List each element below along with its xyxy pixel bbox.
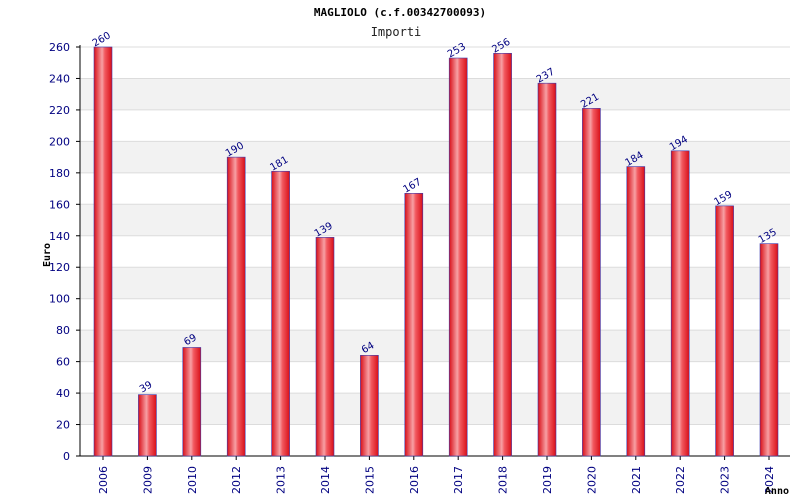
y-tick-label: 40 — [56, 387, 70, 400]
value-label-2010: 69 — [182, 332, 199, 348]
y-tick-label: 100 — [49, 293, 70, 306]
x-tick-label-2019: 2019 — [541, 466, 554, 494]
bar-2022 — [670, 150, 690, 457]
y-tick-label: 220 — [49, 104, 70, 117]
y-tick-label: 200 — [49, 135, 70, 148]
chart-subtitle: Importi — [370, 25, 422, 39]
y-tick-label: 160 — [49, 198, 70, 211]
y-tick-label: 260 — [49, 41, 70, 54]
y-ticks: 0 20 40 60 80 100 120 140 160 180 200 220 240 260 — [49, 41, 70, 463]
x-tick-label-2021: 2021 — [630, 466, 643, 494]
x-axis-label: Anno — [765, 486, 789, 497]
y-tick-label: 80 — [56, 324, 70, 337]
bar-2016 — [404, 192, 424, 457]
y-tick-label: 240 — [49, 72, 70, 85]
y-tick-label: 180 — [49, 167, 70, 180]
bar-2006 — [93, 46, 113, 457]
bar-2024 — [759, 243, 779, 457]
x-tick-label-2012: 2012 — [230, 466, 243, 494]
bar-2013 — [271, 170, 290, 457]
y-axis-label: Euro — [42, 243, 53, 267]
x-tick-label-2010: 2010 — [186, 466, 199, 494]
value-label-2018: 256 — [490, 37, 512, 56]
y-tick-label: 20 — [56, 419, 70, 432]
x-tick-label-2015: 2015 — [363, 466, 376, 494]
x-tick-label-2022: 2022 — [674, 466, 687, 494]
bar-2009 — [138, 394, 157, 457]
y-tick-label: 140 — [49, 230, 70, 243]
bar-2021 — [626, 166, 646, 457]
x-tick-label-2013: 2013 — [275, 466, 288, 494]
bar-2010 — [182, 347, 202, 457]
bar-2023 — [715, 205, 734, 457]
y-tick-label: 0 — [63, 450, 70, 463]
x-tick-label-2020: 2020 — [585, 466, 598, 494]
bar-2018 — [493, 52, 512, 457]
chart-title: MAGLIOLO (c.f.00342700093) — [313, 6, 487, 19]
x-tick-label-2023: 2023 — [719, 466, 732, 494]
x-tick-label-2014: 2014 — [319, 466, 332, 494]
value-label-2016: 167 — [402, 177, 424, 196]
x-ticks: 2006 2009 2010 2012 2013 2014 2015 2016 2017 2018… — [97, 466, 776, 494]
x-tick-label-2024: 2024 — [763, 466, 776, 494]
x-tick-label-2018: 2018 — [497, 466, 510, 494]
value-label-2017: 253 — [446, 41, 468, 60]
grid-bands — [80, 78, 790, 425]
bar-2020 — [582, 108, 601, 457]
bar-2012 — [226, 156, 246, 457]
grid-band — [80, 78, 790, 110]
x-tick-label-2017: 2017 — [452, 466, 465, 494]
bar-2015 — [360, 355, 379, 457]
x-tick-label-2009: 2009 — [141, 466, 154, 494]
x-tick-label-2016: 2016 — [408, 466, 421, 494]
bar-2019 — [537, 82, 557, 457]
y-tick-label: 60 — [56, 356, 70, 369]
bar-2017 — [448, 57, 468, 457]
y-tick-label: 120 — [49, 261, 70, 274]
x-tick-label-2006: 2006 — [97, 466, 110, 494]
bar-2014 — [315, 237, 335, 457]
bars — [93, 46, 779, 457]
